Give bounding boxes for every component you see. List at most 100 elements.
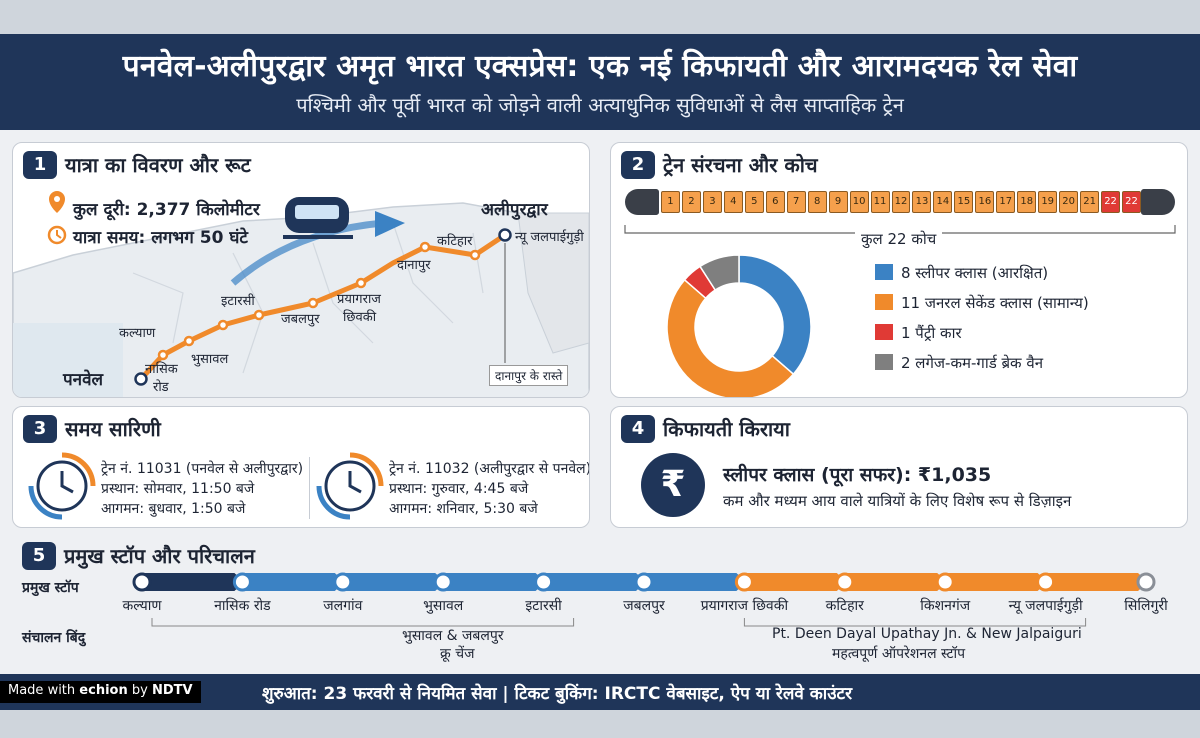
label-chheoki: छिवकी <box>343 310 377 325</box>
donut-slice-4 <box>699 254 740 292</box>
stop-label: कल्याण <box>122 598 162 614</box>
route-map <box>13 191 589 397</box>
echion-logo: echion <box>79 683 128 698</box>
coach: 17 <box>996 191 1016 213</box>
label-panvel: पनवेल <box>63 370 104 390</box>
engine-left <box>625 189 659 215</box>
stop-marker <box>835 572 855 592</box>
label-nashik: नासिक <box>145 362 178 377</box>
made-with-text: Made with <box>8 683 76 698</box>
label-prayagraj: प्रयागराज <box>337 292 381 307</box>
coach: 13 <box>912 191 932 213</box>
coach: 14 <box>933 191 953 213</box>
label-bhusaval: भुसावल <box>191 352 229 367</box>
train-11032-number: ट्रेन नं. 11032 (अलीपुरद्वार से पनवेल) <box>389 461 590 477</box>
section-title: किफायती किराया <box>663 417 790 441</box>
section-title: ट्रेन संरचना और कोच <box>663 153 818 177</box>
crew-change-line2: क्रू चेंज <box>440 646 475 662</box>
section-title: समय सारिणी <box>65 417 161 441</box>
panel-stops: 5 प्रमुख स्टॉप और परिचालन प्रमुख स्टॉप स… <box>12 534 1188 668</box>
total-distance: कुल दूरी: 2,377 किलोमीटर <box>73 200 260 220</box>
legend-swatch <box>875 294 893 310</box>
label-kalyan: कल्याण <box>119 326 156 341</box>
stop-label: भुसावल <box>423 598 464 614</box>
by-text: by <box>131 683 148 698</box>
stop-marker <box>734 572 754 592</box>
fare-note: कम और मध्यम आय वाले यात्रियों के लिए विश… <box>723 492 1072 510</box>
travel-time: यात्रा समय: लगभग 50 घंटे <box>73 228 248 248</box>
sea-area <box>13 323 123 397</box>
stop-label: सिलिगुरी <box>1124 598 1168 614</box>
row-label-operation-points: संचालन बिंदु <box>22 630 86 646</box>
route-stops <box>134 228 512 386</box>
section-number: 5 <box>22 542 56 570</box>
coach: 11 <box>870 191 890 213</box>
stop-marker <box>132 572 152 592</box>
stop-panvel <box>134 372 148 386</box>
stop-label: प्रयागराज छिवकी <box>700 598 789 614</box>
coach: 6 <box>765 191 785 213</box>
total-coaches: कुल 22 कोच <box>855 229 943 249</box>
train-11032-departure: प्रस्थान: गुरुवार, 4:45 बजे <box>389 481 529 497</box>
coach: 22 <box>1101 191 1121 213</box>
stop-jabalpur <box>307 297 319 309</box>
clock-icon <box>316 452 384 520</box>
direction-arrow-head <box>375 211 405 237</box>
legend-pantry: 1 पैंट्री कार <box>875 323 962 343</box>
label-alipurduar: अलीपुरद्वार <box>481 200 548 220</box>
coach: 4 <box>723 191 743 213</box>
coach: 2 <box>681 191 701 213</box>
schedule-divider <box>309 457 310 519</box>
stop-alipurduar <box>498 228 512 242</box>
row-label-major-stops: प्रमुख स्टॉप <box>22 580 79 596</box>
bottom-background-strip <box>0 710 1200 738</box>
label-road: रोड <box>153 380 169 395</box>
train-11032-arrival: आगमन: शनिवार, 5:30 बजे <box>389 501 538 517</box>
panel-train-composition: 2 ट्रेन संरचना और कोच 1 2 3 4 5 6 7 8 9 10 11 12 13 1… <box>610 142 1188 398</box>
section-title: प्रमुख स्टॉप और परिचालन <box>64 544 255 568</box>
legend-general: 11 जनरल सेकेंड क्लास (सामान्य) <box>875 293 1089 313</box>
timeline-segment <box>543 573 646 591</box>
coach: 9 <box>828 191 848 213</box>
label-katihar: कटिहार <box>437 234 473 249</box>
page-title: पनवेल-अलीपुरद्वार अमृत भारत एक्सप्रेस: ए… <box>122 49 1078 84</box>
train-icon <box>283 197 353 239</box>
clock-icon <box>28 452 96 520</box>
stop-marker <box>1036 572 1056 592</box>
section-number: 4 <box>621 415 655 443</box>
timeline-segment <box>644 573 747 591</box>
coach: 20 <box>1059 191 1079 213</box>
label-new-jalpaiguri: न्यू जलपाईगुड़ी <box>515 230 584 245</box>
engine-right <box>1141 189 1175 215</box>
footer-text: शुरुआत: 23 फरवरी से नियमित सेवा | टिकट ब… <box>262 684 853 704</box>
coach-donut-chart <box>666 254 812 397</box>
legend-luggage: 2 लगेज-कम-गार्ड ब्रेक वैन <box>875 353 1043 373</box>
stop-marker <box>333 572 353 592</box>
op-stop-line2: महत्वपूर्ण ऑपरेशनल स्टॉप <box>832 646 966 662</box>
coach: 18 <box>1017 191 1037 213</box>
page-subtitle: पश्चिमी और पूर्वी भारत को जोड़ने वाली अत… <box>296 93 904 117</box>
op-stop-bracket <box>743 618 1087 627</box>
coach: 22 <box>1122 191 1141 213</box>
stop-marker <box>534 572 554 592</box>
timeline-segment <box>342 573 446 591</box>
header: पनवेल-अलीपुरद्वार अमृत भारत एक्सप्रेस: ए… <box>0 34 1200 130</box>
coach: 15 <box>954 191 974 213</box>
stop-label: नासिक रोड <box>214 598 271 614</box>
stop-marker <box>433 572 453 592</box>
train-11031-departure: प्रस्थान: सोमवार, 11:50 बजे <box>101 481 255 497</box>
op-stop-line1: Pt. Deen Dayal Upathay Jn. & New Jalpaig… <box>772 626 1082 642</box>
stop-label: जलगांव <box>323 598 363 614</box>
stop-itarsi <box>253 309 265 321</box>
section-number: 3 <box>23 415 57 443</box>
east-region <box>517 212 589 354</box>
legend-sleeper: 8 स्लीपर क्लास (आरक्षित) <box>875 263 1048 283</box>
section-title: यात्रा का विवरण और रूट <box>65 153 251 177</box>
stop-label: जबलपुर <box>623 598 665 614</box>
timeline-segment <box>142 573 245 591</box>
stop-marker <box>1136 572 1156 592</box>
section-number: 2 <box>621 151 655 179</box>
label-danapur: दानापुर <box>397 258 431 273</box>
section-number: 1 <box>23 151 57 179</box>
crew-change-bracket <box>151 618 575 627</box>
